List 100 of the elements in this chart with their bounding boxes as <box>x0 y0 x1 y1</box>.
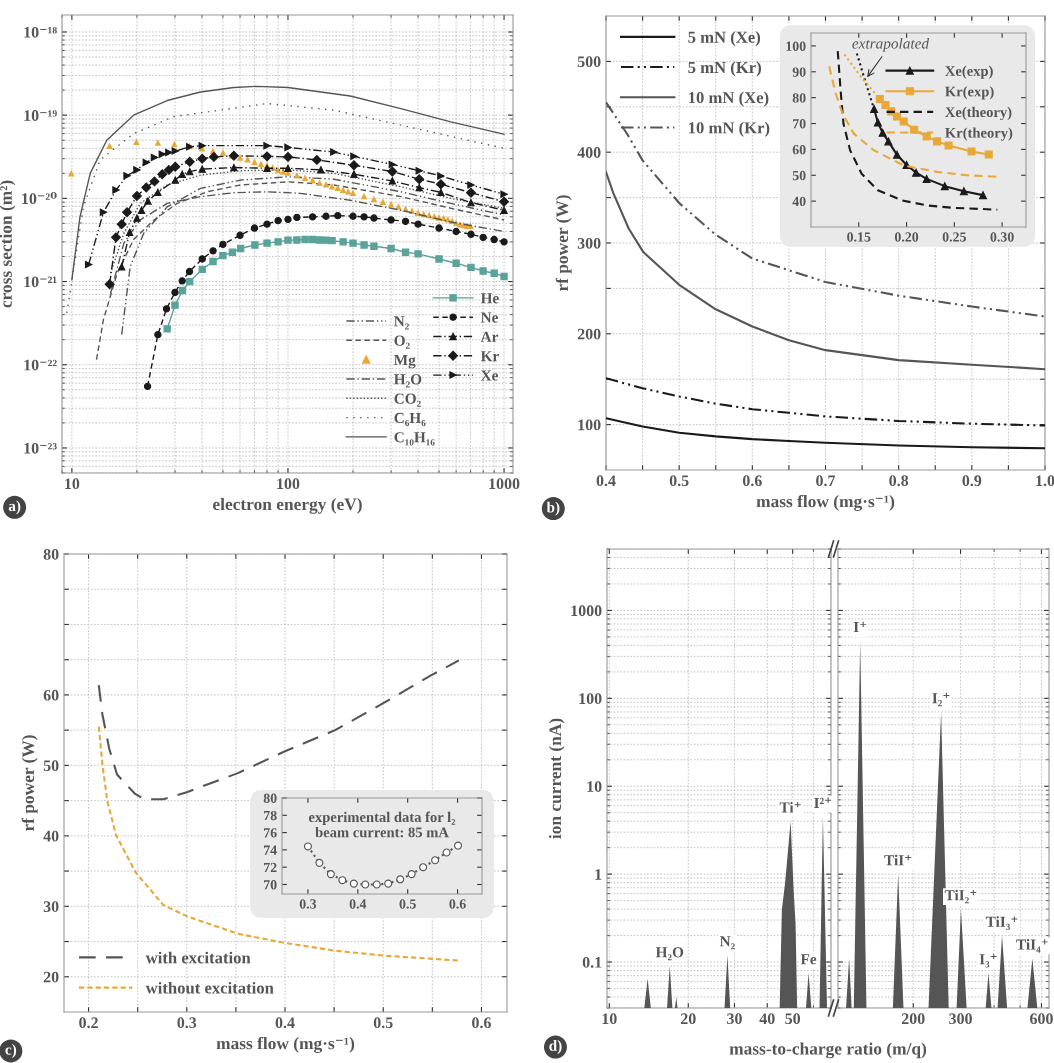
annotation: I₂⁺ <box>932 692 950 707</box>
text: a) <box>8 500 21 515</box>
legend-label: 5 mN (Xe) <box>688 31 761 47</box>
legend-label: without excitation <box>145 981 274 994</box>
y-tick-label: 80 <box>43 548 59 560</box>
x-tick-label: 0.2 <box>79 1017 98 1029</box>
y-tick-label: 80 <box>792 93 806 103</box>
legend-label: O₂ <box>394 335 410 349</box>
legend-label: Xe <box>480 370 498 381</box>
annotation: TiI⁺ <box>884 854 912 866</box>
x-tick-label: 10 <box>602 1013 617 1025</box>
y-tick-label: 10⁻¹⁹ <box>24 110 57 121</box>
x-tick-label: 0.7 <box>816 475 836 487</box>
annotation: TiI₄⁺ <box>1016 938 1048 953</box>
y-tick-label: 10⁻²³ <box>24 442 57 454</box>
x-tick-label: 0.6 <box>742 475 762 487</box>
x-tick-label: 0.3 <box>177 1017 197 1029</box>
y-tick-label: 10⁻²¹ <box>24 276 57 288</box>
y-tick-label: 10⁻¹⁸ <box>24 26 57 38</box>
x-tick-label: 300 <box>949 1013 972 1025</box>
y-tick-label: 60 <box>43 689 59 701</box>
x-tick-label: 0.5 <box>399 899 416 909</box>
x-tick-label: 1.0 <box>1036 475 1054 487</box>
legend-label: with excitation <box>145 951 251 964</box>
text: c) <box>5 1044 17 1058</box>
legend-label: Xe(exp) <box>945 65 993 79</box>
y-axis-title: rf power (W) <box>555 195 572 292</box>
annotation: I⁺ <box>853 621 867 633</box>
text: b) <box>546 501 560 516</box>
x-tick-label: 200 <box>901 1013 925 1025</box>
y-tick-label: 100 <box>786 41 806 51</box>
y-tick-label: 76 <box>264 828 277 838</box>
y-tick-label: 74 <box>264 845 277 855</box>
x-tick-label: 600 <box>1030 1013 1053 1025</box>
legend-label: Kr <box>480 351 499 362</box>
x-axis-title: electron energy (eV) <box>213 497 362 514</box>
legend-label: 5 mN (Kr) <box>688 61 761 77</box>
y-tick-label: 80 <box>263 793 277 803</box>
x-tick-label: 40 <box>759 1013 775 1025</box>
y-tick-label: 1000 <box>571 605 602 617</box>
y-tick-label: 100 <box>578 419 601 431</box>
annotation: H₂O <box>655 947 684 961</box>
y-tick-label: 50 <box>792 170 806 181</box>
legend-label: C₆H₆ <box>394 412 426 427</box>
legend-label: Xe(theory) <box>945 106 1012 121</box>
y-tick-label: 10⁻²⁰ <box>22 192 57 205</box>
x-axis-title: mass flow (mg·s⁻¹) <box>216 1036 355 1053</box>
annotation: TiI₂⁺ <box>944 889 977 904</box>
y-axis-title: cross section (m²) <box>0 180 16 308</box>
x-tick-label: 0.8 <box>889 475 909 487</box>
x-tick-label: 0.9 <box>962 475 982 487</box>
legend-label: Kr(theory) <box>945 127 1013 141</box>
y-tick-label: 1 <box>595 869 602 880</box>
x-tick-label: 0.6 <box>449 899 466 909</box>
y-tick-label: 200 <box>577 328 601 340</box>
legend-label: Ar <box>480 331 499 342</box>
legend-label: Ne <box>480 312 498 323</box>
x-tick-label: 0.20 <box>894 232 919 242</box>
legend-label: C₁₀H₁₆ <box>394 432 435 446</box>
x-tick-label: 30 <box>727 1013 742 1025</box>
legend-label: 10 mN (Kr) <box>689 121 770 137</box>
y-tick-label: 60 <box>792 144 806 155</box>
y-tick-label: 40 <box>43 830 59 842</box>
x-tick-label: 0.25 <box>942 232 966 242</box>
legend-label: N₂ <box>394 316 409 330</box>
x-tick-label: 0.4 <box>349 899 367 909</box>
y-tick-label: 90 <box>792 67 806 77</box>
legend-label: CO₂ <box>394 393 421 407</box>
x-tick-label: 1000 <box>489 478 520 490</box>
annotation: I₃⁺ <box>979 953 997 968</box>
x-tick-label: 20 <box>680 1013 696 1025</box>
annotation: Fe <box>800 954 817 965</box>
y-tick-label: 70 <box>264 880 277 890</box>
y-tick-label: 10 <box>587 781 602 792</box>
legend-label: He <box>480 293 499 304</box>
annotation: experimental data for l₂ beam current: 85 mA <box>308 811 456 838</box>
text: d) <box>549 1040 562 1054</box>
annotation: TiI₃⁺ <box>985 916 1018 930</box>
y-tick-label: 78 <box>264 810 277 821</box>
x-tick-label: 0.4 <box>275 1017 295 1029</box>
x-tick-label: 0.5 <box>373 1017 393 1029</box>
y-tick-label: 20 <box>43 971 59 983</box>
x-tick-label: 0.6 <box>472 1017 491 1029</box>
x-tick-label: 0.30 <box>990 232 1014 242</box>
x-tick-label: 0.4 <box>596 475 616 487</box>
y-axis-title: rf power (W) <box>21 735 38 832</box>
x-axis-title: mass-to-charge ratio (m/q) <box>729 1042 927 1059</box>
y-tick-label: 500 <box>577 56 601 68</box>
annotation: Ti⁺ <box>779 801 801 813</box>
x-tick-label: 100 <box>277 478 300 490</box>
y-tick-label: 0.1 <box>582 956 602 968</box>
legend-label: Kr(exp) <box>945 86 994 100</box>
legend-label: 10 mN (Xe) <box>689 91 769 107</box>
y-tick-label: 72 <box>264 862 277 873</box>
legend-label: Mg <box>393 354 416 369</box>
annotation: extrapolated <box>852 37 930 52</box>
y-axis-title: ion current (nA) <box>548 718 565 839</box>
y-tick-label: 100 <box>579 693 602 705</box>
y-tick-label: 10⁻²² <box>24 359 57 371</box>
y-tick-label: 400 <box>577 147 601 158</box>
